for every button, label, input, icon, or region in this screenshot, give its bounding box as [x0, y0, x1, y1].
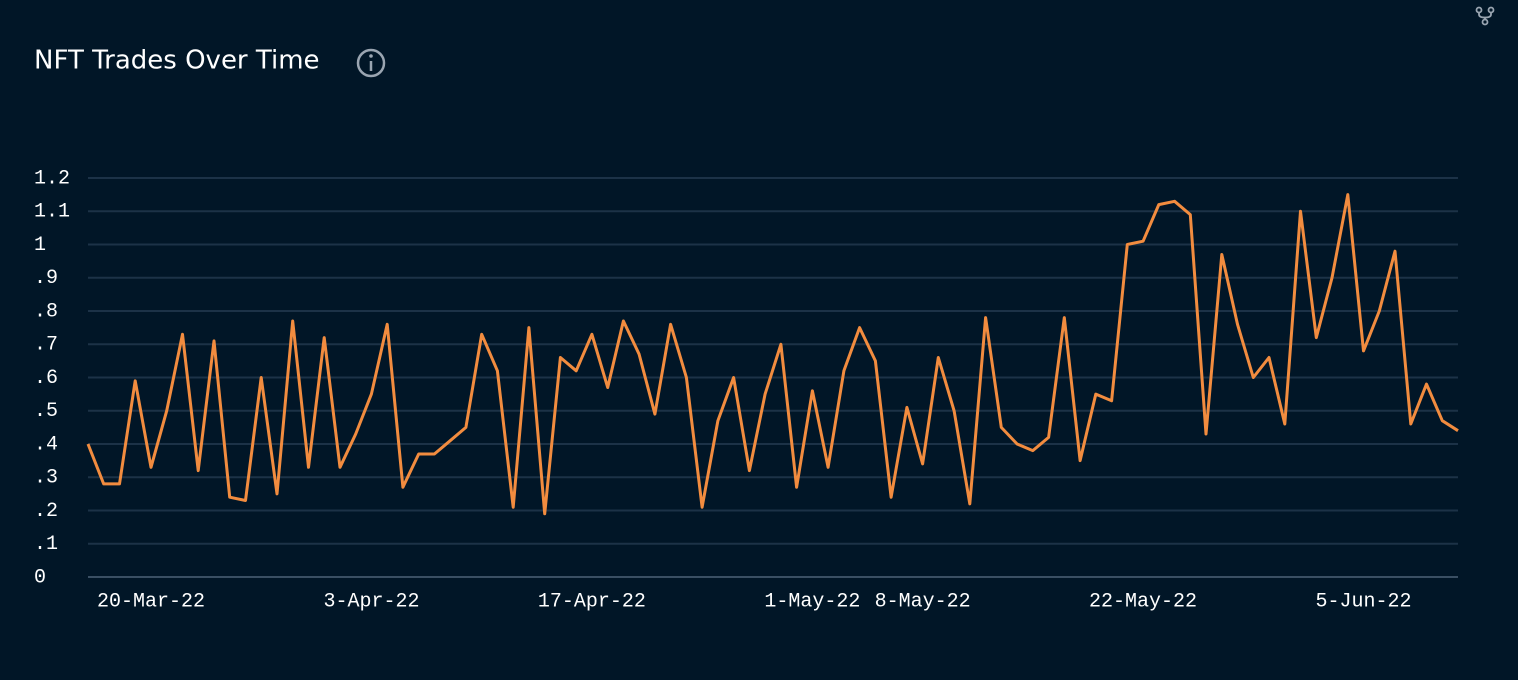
y-tick-label: .3	[34, 467, 58, 490]
fork-icon[interactable]	[1475, 6, 1495, 26]
y-tick-label: .6	[34, 367, 58, 390]
y-tick-label: .4	[34, 433, 58, 456]
y-tick-label: .2	[34, 500, 58, 523]
x-tick-label: 5-Jun-22	[1316, 590, 1412, 613]
x-tick-label: 20-Mar-22	[97, 590, 205, 613]
info-icon[interactable]	[356, 48, 386, 78]
y-tick-label: 1	[34, 234, 46, 257]
x-tick-label: 3-Apr-22	[323, 590, 419, 613]
y-tick-label: .5	[34, 400, 58, 423]
x-tick-label: 22-May-22	[1089, 590, 1197, 613]
y-tick-label: .8	[34, 300, 58, 323]
y-tick-label: .1	[34, 533, 58, 556]
y-tick-label: 1.2	[34, 167, 70, 190]
x-tick-label: 8-May-22	[875, 590, 971, 613]
y-tick-label: 1.1	[34, 201, 70, 224]
x-tick-label: 17-Apr-22	[538, 590, 646, 613]
x-tick-label: 1-May-22	[764, 590, 860, 613]
y-tick-label: .7	[34, 334, 58, 357]
chart-title: NFT Trades Over Time	[34, 46, 320, 76]
y-tick-label: .9	[34, 267, 58, 290]
line-series	[86, 193, 1459, 516]
y-tick-label: 0	[34, 566, 46, 589]
